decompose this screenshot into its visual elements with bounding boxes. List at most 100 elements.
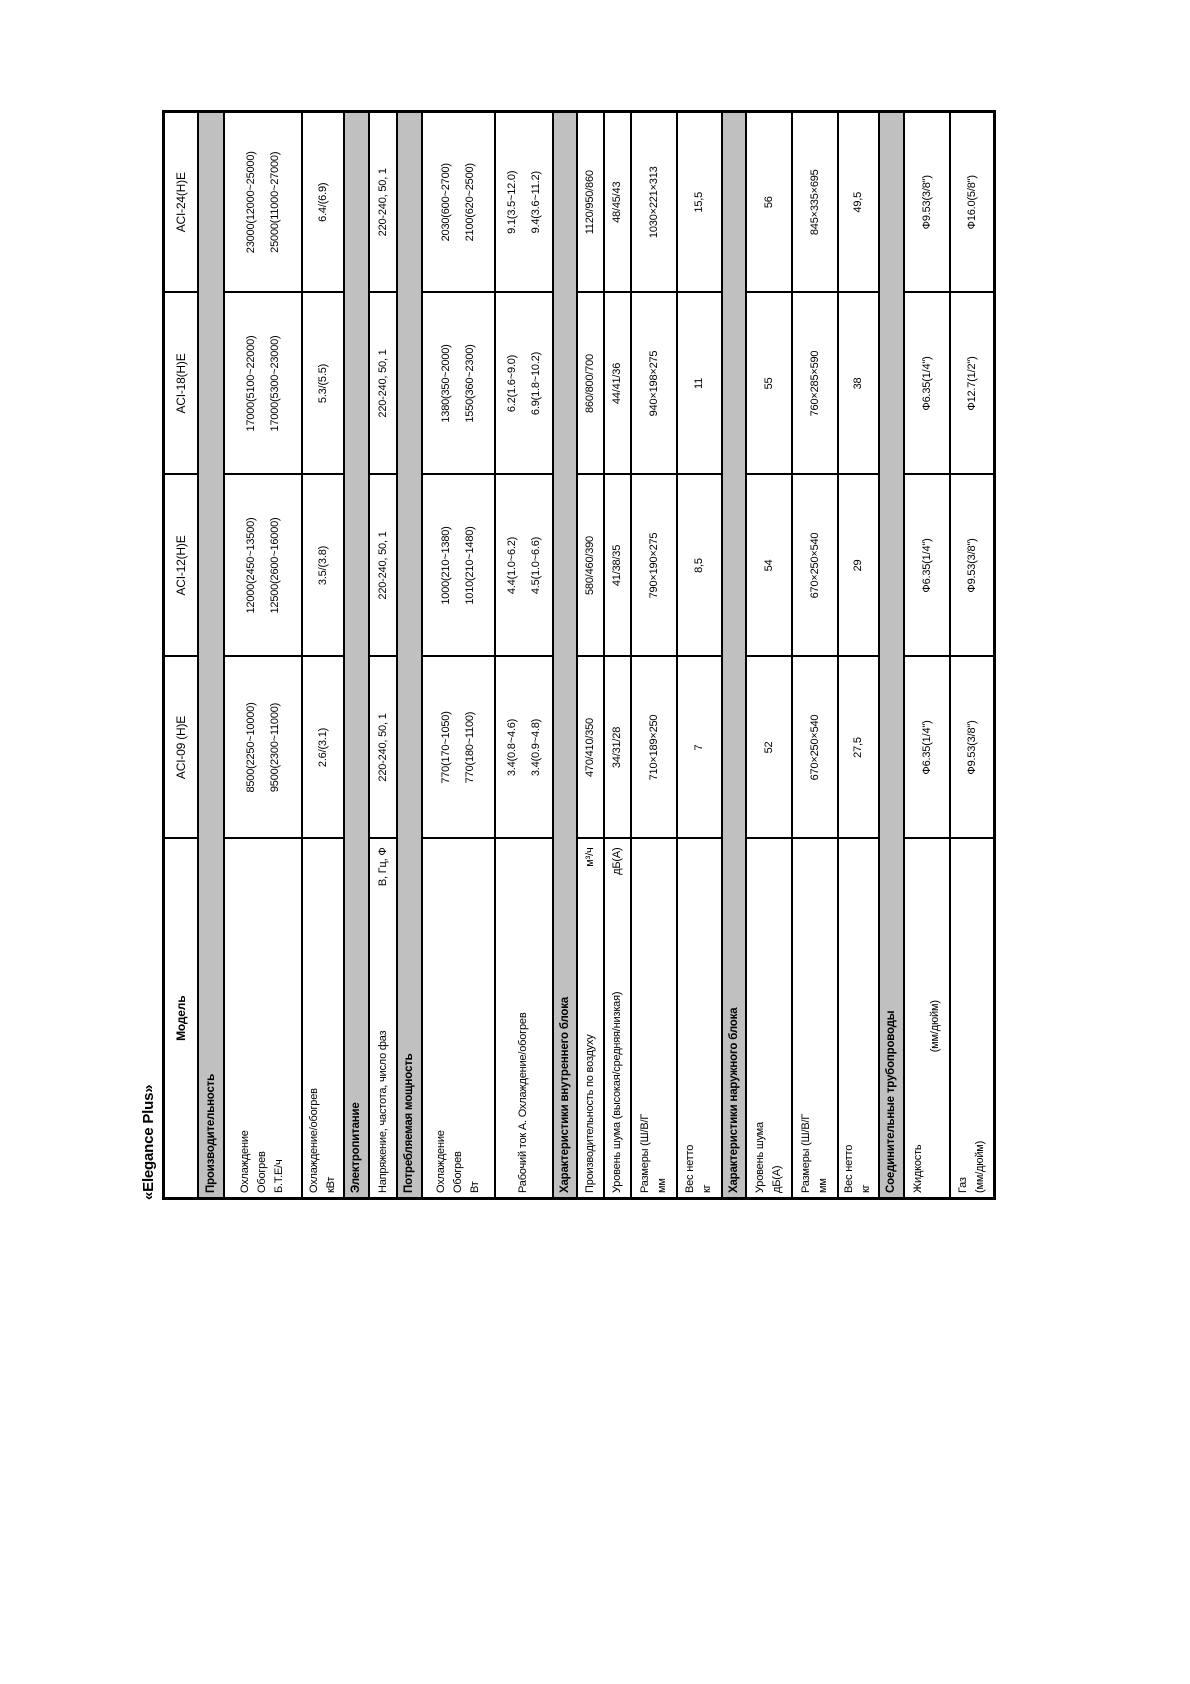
value-line: 17000(5100~22000)	[244, 335, 257, 432]
value-cell: 670×250×540	[791, 656, 838, 839]
value-line: 1030×221×313	[647, 166, 660, 239]
row-label-line: Охлаждение/обогрев	[307, 1088, 320, 1193]
data-row: Охлаждение Обогрев Вт 770(170~1050) 770(180~…	[421, 111, 495, 1199]
row-label-line: (мм/дюйм)	[928, 1000, 941, 1053]
value-cell: 44/41/36	[603, 292, 631, 475]
data-row: Уровень шума (высокая/средняя/низкая) дБ(…	[603, 111, 631, 1199]
value-cell: Ф9.53(3/8")	[903, 111, 950, 293]
value-line: 41/38/35	[611, 544, 623, 587]
data-row: Уровень шума дБ(А) 52 54 55 56	[745, 111, 792, 1199]
value-line: 860/800/700	[584, 354, 596, 413]
model-name-header: ACI-18(H)E	[163, 292, 198, 475]
spec-table: Модель ACI-09 (H)E ACI-12(H)E ACI-18(H)E ACI…	[162, 110, 996, 1200]
value-line: 52	[762, 741, 775, 754]
value-line: 5.3/(5.5)	[316, 363, 329, 404]
value-cell: 2030(600~2700) 2100(620~2500)	[421, 111, 495, 293]
value-line: Ф16.0(5/8")	[965, 175, 978, 230]
value-cell: 34/31/28	[603, 656, 631, 839]
value-line: 1120/950/860	[584, 170, 596, 235]
value-line: 470/410/350	[584, 718, 596, 777]
data-row: Производительность по воздуху м³/ч 470/410…	[576, 111, 604, 1199]
row-label-line: Вес нетто	[684, 1144, 696, 1193]
value-line: 12500(2600~16000)	[268, 517, 281, 614]
value-line: Ф6.35(1/4")	[920, 538, 933, 593]
row-label: Уровень шума дБ(А)	[745, 838, 792, 1199]
section-row: Соединительные трубопроводы	[878, 111, 904, 1199]
data-row: Охлаждение/обогрев кВт 2.6/(3.1) 3.5/(3.8) 5…	[301, 111, 344, 1199]
value-cell: 5.3/(5.5)	[301, 292, 344, 475]
row-label: Газ (мм/дюйм)	[949, 838, 995, 1199]
value-line: Ф6.35(1/4")	[920, 356, 933, 411]
value-line: 770(180~1100)	[464, 711, 476, 784]
value-cell: 23000(12000~25000) 25000(11000~27000)	[223, 111, 302, 293]
value-cell: Ф12.7(1/2")	[949, 292, 995, 475]
value-cell: 1000(210~1380) 1010(210~1480)	[421, 474, 495, 657]
data-row: Охлаждение Обогрев Б.Т.Е/ч 8500(2250~10000)…	[223, 111, 302, 1199]
row-label-with-unit: Напряжение, частота, число фаз В, Гц, Ф	[377, 840, 389, 1194]
value-line: 55	[762, 377, 775, 390]
value-line: Ф9.53(3/8")	[965, 538, 978, 593]
value-cell: 1030×221×313	[630, 111, 677, 293]
row-label-line: мм	[816, 1178, 829, 1193]
row-label-line: Обогрев	[256, 1151, 268, 1193]
value-cell: Ф6.35(1/4")	[903, 474, 950, 657]
row-label-text: Напряжение, частота, число фаз	[376, 1030, 389, 1193]
row-label-line: Размеры (Ш/В/Г	[638, 1113, 651, 1193]
value-cell: 55	[745, 292, 792, 475]
value-line: 220-240, 50, 1	[376, 531, 389, 600]
section-label: Соединительные трубопроводы	[878, 111, 904, 1199]
row-label-line: кг	[860, 1184, 872, 1193]
value-line: 29	[852, 559, 864, 572]
row-label-line: кг	[701, 1184, 713, 1193]
data-row: Напряжение, частота, число фаз В, Гц, Ф 22…	[368, 111, 397, 1199]
value-line: 7	[693, 744, 705, 751]
section-row: Производительность	[197, 111, 224, 1199]
value-cell: 9.1(3.5~12.0) 9.4(3.6~11.2)	[494, 111, 553, 293]
value-cell: 770(170~1050) 770(180~1100)	[421, 656, 495, 839]
value-line: 6.4/(6.9)	[316, 182, 329, 222]
row-label-text: Уровень шума (высокая/средняя/низкая)	[611, 991, 623, 1193]
value-line: 580/460/390	[584, 536, 596, 595]
value-line: 44/41/36	[611, 362, 623, 405]
value-cell: 4.4(1.0~6.2) 4.5(1.0~6.6)	[494, 474, 553, 657]
value-line: 23000(12000~25000)	[244, 151, 257, 254]
value-line: 17000(5300~23000)	[268, 335, 281, 432]
value-cell: 6.2(1.6~9.0) 6.9(1.8~10.2)	[494, 292, 553, 475]
value-cell: 470/410/350	[576, 656, 604, 839]
value-cell: 56	[745, 111, 792, 293]
value-line: 3.4(0.9~4.8)	[529, 718, 542, 777]
value-line: 1550(360~2300)	[464, 344, 476, 423]
value-line: 3.5/(3.8)	[316, 545, 329, 586]
row-label-line: Рабочий ток А. Охлаждение/обогрев	[517, 1012, 529, 1193]
row-unit: В, Гц, Ф	[376, 847, 389, 887]
row-label: Размеры (Ш/В/Г мм	[630, 838, 677, 1199]
value-line: 25000(11000~27000)	[268, 151, 281, 253]
value-line: 49,5	[852, 191, 864, 213]
value-line: Ф9.53(3/8")	[965, 720, 978, 775]
value-line: 220-240, 50, 1	[376, 168, 389, 237]
data-row: Жидкость (мм/дюйм) Ф6.35(1/4") Ф6.35(1/4") Ф…	[903, 111, 950, 1199]
value-line: 4.5(1.0~6.6)	[529, 536, 542, 595]
value-cell: 12000(2450~13500) 12500(2600~16000)	[223, 474, 302, 657]
value-cell: 41/38/35	[603, 474, 631, 657]
value-cell: 7	[676, 656, 722, 839]
value-cell: 1380(350~2000) 1550(360~2300)	[421, 292, 495, 475]
value-line: 56	[762, 196, 775, 209]
value-cell: 220-240, 50, 1	[368, 656, 397, 839]
row-label: Производительность по воздуху м³/ч	[576, 838, 604, 1199]
row-label-line: кВт	[324, 1176, 337, 1193]
value-line: 6.2(1.6~9.0)	[505, 354, 518, 413]
value-cell: Ф16.0(5/8")	[949, 111, 995, 293]
row-label-line: Размеры (Ш/В/Г	[799, 1113, 812, 1193]
document-title: «Elegance Plus»	[140, 1084, 157, 1200]
row-label-line: мм	[655, 1178, 668, 1193]
model-column-header: Модель	[163, 838, 198, 1199]
data-row: Размеры (Ш/В/Г мм 710×189×250 790×190×275 94…	[630, 111, 677, 1199]
row-label: Рабочий ток А. Охлаждение/обогрев	[494, 838, 553, 1199]
value-line: 11	[693, 377, 705, 390]
value-cell: 860/800/700	[576, 292, 604, 475]
row-label-line: Вес нетто	[843, 1144, 855, 1193]
section-label: Характеристики наружного блока	[721, 111, 746, 1199]
row-label: Напряжение, частота, число фаз В, Гц, Ф	[368, 838, 397, 1199]
value-line: 15,5	[693, 191, 705, 213]
